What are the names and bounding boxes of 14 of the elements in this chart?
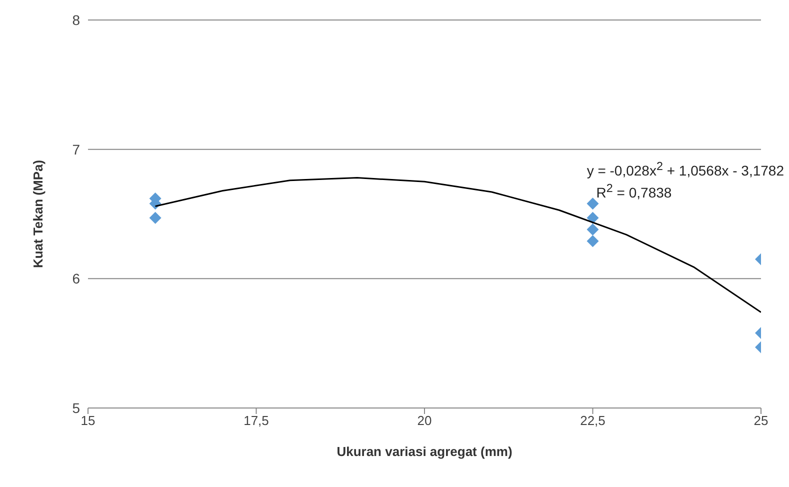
y-tick-label: 6 [72, 270, 80, 287]
x-tick-label: 25 [754, 413, 768, 428]
point [149, 212, 162, 224]
x-tick-label: 15 [80, 413, 96, 428]
annotation: R$^{2}$ = 0,7838 [595, 182, 673, 201]
y-tick-label: 7 [72, 141, 80, 158]
x-tick-label: 22,5 [580, 413, 606, 428]
y-axis-title: Kuat Tekan (MPa) [30, 160, 46, 268]
x-axis-title: Ukuran variasi agregat (mm) [336, 444, 512, 459]
annotation: y = -0,028x$^{2}$ + 1,0568x - 3,1782 [586, 160, 784, 179]
x-tick-label: 20 [417, 413, 432, 428]
x-tick-label: 17,5 [244, 413, 269, 428]
y-tick-label: 8 [72, 12, 80, 28]
y-tick-label: 5 [72, 400, 80, 416]
